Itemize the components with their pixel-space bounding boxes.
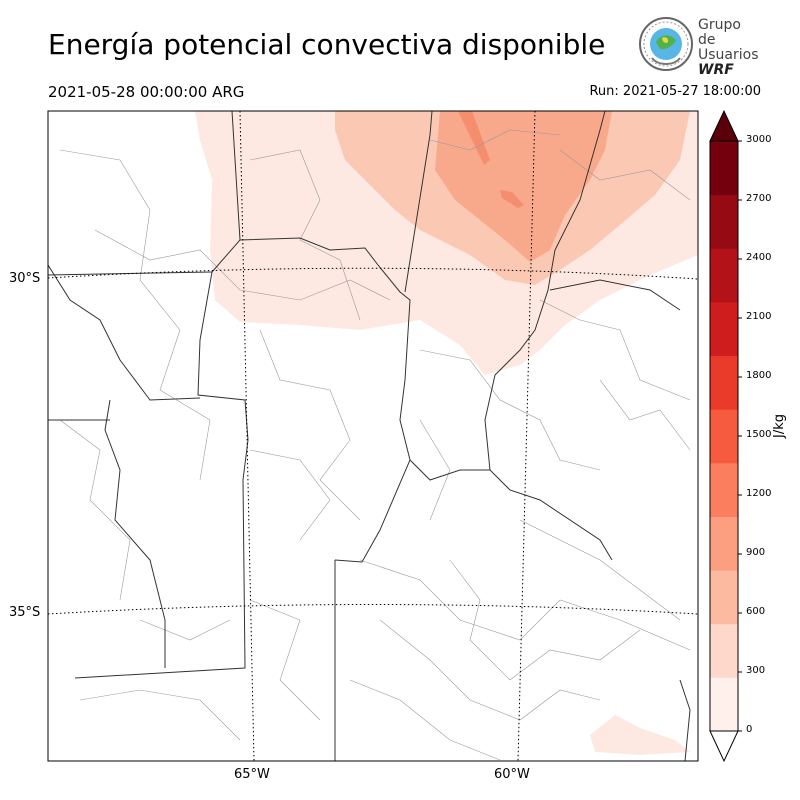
colorbar-bin bbox=[710, 141, 738, 196]
logo-line-2: Usuarios bbox=[698, 47, 759, 63]
logo-line-1: Grupo de bbox=[698, 17, 741, 48]
colorbar-bin bbox=[710, 516, 738, 571]
cape-small-patch-se bbox=[590, 715, 690, 755]
colorbar-tick-label: 2100 bbox=[746, 311, 772, 322]
cape-900-1200-streak bbox=[458, 111, 490, 165]
colorbar-tick-label: 300 bbox=[746, 665, 766, 676]
colorbar-extend-max bbox=[709, 109, 739, 142]
colorbar-tick-label: 1200 bbox=[746, 488, 772, 499]
colorbar-tick-label: 2400 bbox=[746, 252, 772, 263]
province-boundaries bbox=[48, 111, 691, 761]
colorbar-tick-label: 1500 bbox=[746, 429, 772, 440]
lat-label-30s: 30°S bbox=[9, 271, 41, 286]
colorbar-unit: J/kg bbox=[772, 414, 787, 438]
cape-field bbox=[195, 111, 698, 755]
map-frame bbox=[47, 110, 699, 762]
lat-label-35s: 35°S bbox=[9, 605, 41, 620]
lon-label-65w: 65°W bbox=[234, 767, 270, 782]
admin-boundaries bbox=[59, 129, 691, 761]
run-time: Run: 2021-05-27 18:00:00 bbox=[589, 84, 761, 99]
lon-label-60w: 60°W bbox=[494, 767, 530, 782]
colorbar-bin bbox=[710, 248, 738, 303]
colorbar-bin bbox=[710, 194, 738, 249]
cape-900-1200-patch bbox=[500, 190, 524, 208]
page-title: Energía potencial convectiva disponible bbox=[48, 28, 606, 61]
colorbar-tick-label: 2700 bbox=[746, 193, 772, 204]
colorbar-tick-label: 0 bbox=[746, 724, 753, 735]
colorbar-tick-label: 1800 bbox=[746, 370, 772, 381]
colorbar-bin bbox=[710, 355, 738, 410]
colorbar bbox=[709, 109, 742, 763]
colorbar-extend-min bbox=[709, 730, 739, 763]
colorbar-bin bbox=[710, 570, 738, 625]
colorbar-bin bbox=[710, 462, 738, 517]
colorbar-bin bbox=[710, 301, 738, 357]
valid-time: 2021-05-28 00:00:00 ARG bbox=[48, 83, 245, 101]
colorbar-tick-label: 600 bbox=[746, 606, 766, 617]
colorbar-bin bbox=[710, 409, 738, 464]
colorbar-bin bbox=[710, 623, 738, 678]
graticule bbox=[48, 111, 698, 761]
colorbar-bin bbox=[710, 677, 738, 732]
colorbar-tick-label: 3000 bbox=[746, 134, 772, 145]
logo: Grupo de Usuarios WRF bbox=[638, 16, 759, 78]
logo-line-3: WRF bbox=[698, 62, 734, 78]
globe-emblem-icon bbox=[639, 17, 693, 71]
colorbar-tick-label: 900 bbox=[746, 547, 766, 558]
